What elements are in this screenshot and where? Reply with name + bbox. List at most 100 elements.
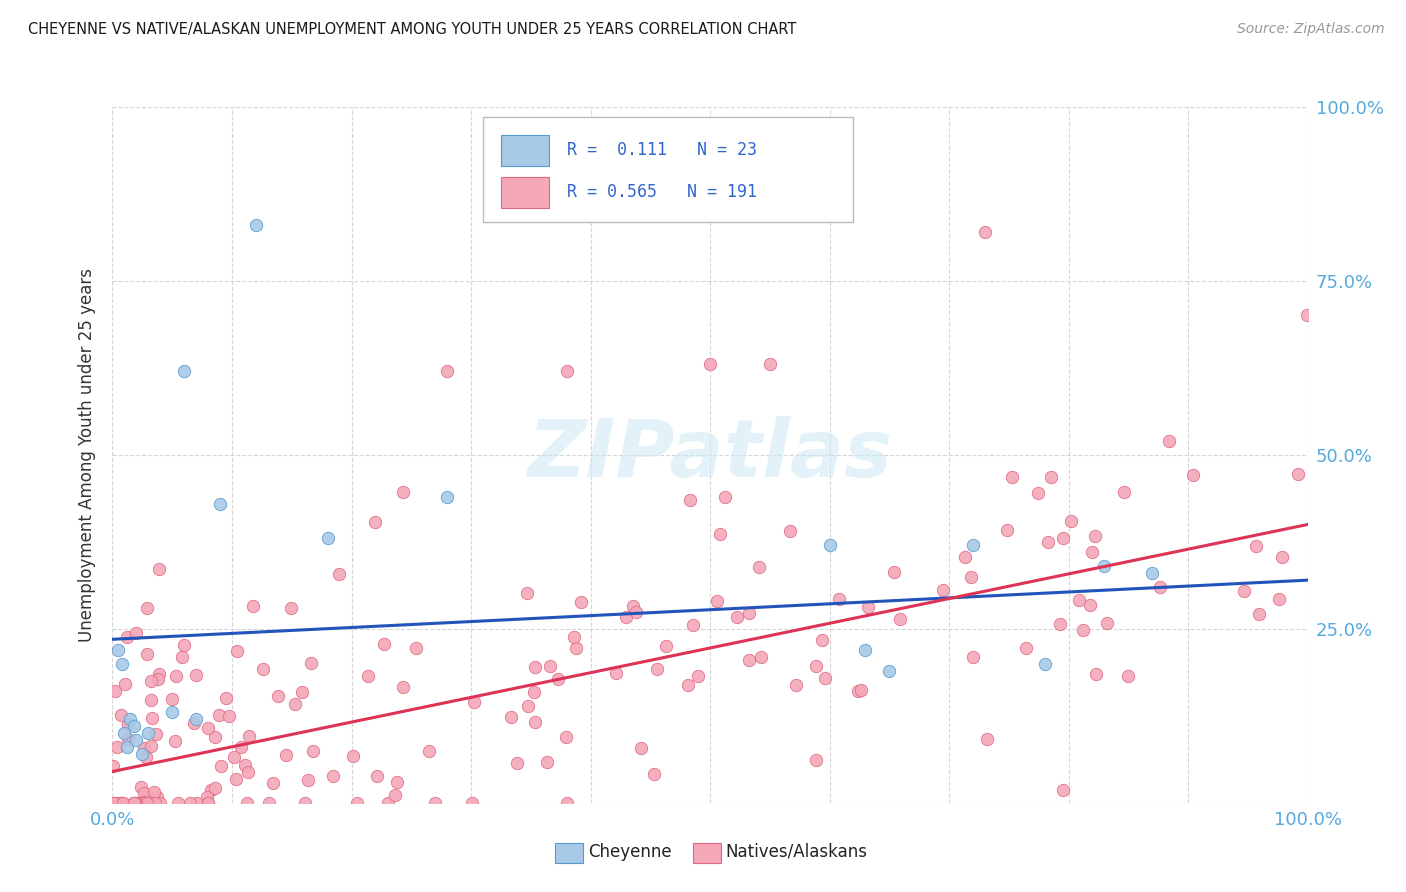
Point xyxy=(856,600,879,615)
Point xyxy=(499,710,522,724)
Point xyxy=(136,796,159,810)
Point xyxy=(377,796,399,810)
Point xyxy=(284,697,307,711)
Point xyxy=(806,658,828,673)
FancyBboxPatch shape xyxy=(484,118,853,222)
Point xyxy=(357,669,380,683)
Point xyxy=(236,796,259,810)
Point xyxy=(134,796,156,810)
Point xyxy=(124,796,146,810)
Point xyxy=(242,599,264,613)
Point xyxy=(136,789,159,804)
Point xyxy=(342,749,364,764)
Point xyxy=(101,759,124,773)
Point xyxy=(110,708,132,723)
Point xyxy=(107,796,129,810)
Point xyxy=(111,796,134,810)
Point xyxy=(131,747,153,761)
Point xyxy=(1097,616,1119,631)
Point xyxy=(1271,549,1294,564)
Point xyxy=(846,683,869,698)
Point xyxy=(124,796,146,810)
Point xyxy=(141,710,163,724)
Point xyxy=(115,630,138,644)
Point xyxy=(1118,668,1140,682)
Point xyxy=(883,566,905,580)
Point xyxy=(132,796,155,810)
Point xyxy=(136,796,159,810)
Point xyxy=(111,796,134,810)
Point xyxy=(208,497,231,511)
Point xyxy=(1015,640,1038,655)
Point xyxy=(953,550,976,565)
Point xyxy=(204,781,226,796)
Point xyxy=(215,691,238,706)
Point xyxy=(785,678,807,692)
Point xyxy=(709,527,731,541)
Point xyxy=(738,653,761,667)
Point xyxy=(124,796,146,810)
Point xyxy=(506,756,529,771)
Point xyxy=(1295,308,1317,322)
Point xyxy=(1049,616,1071,631)
Point xyxy=(236,765,259,780)
Point xyxy=(995,524,1018,538)
Text: R = 0.565   N = 191: R = 0.565 N = 191 xyxy=(567,183,756,201)
Point xyxy=(853,642,877,657)
Point xyxy=(616,610,638,624)
Point xyxy=(810,633,832,648)
Point xyxy=(105,739,128,754)
Point xyxy=(877,664,900,678)
Point xyxy=(114,676,136,690)
Point xyxy=(962,650,984,665)
Point xyxy=(605,665,627,680)
Point xyxy=(392,484,415,499)
Point xyxy=(103,796,125,810)
Point xyxy=(1085,666,1108,681)
Point xyxy=(322,769,344,783)
Point xyxy=(145,727,167,741)
Point xyxy=(555,730,578,744)
Point xyxy=(162,692,184,706)
Point xyxy=(135,749,157,764)
Point xyxy=(686,669,709,683)
Point xyxy=(679,492,702,507)
Point xyxy=(197,721,219,735)
Point xyxy=(125,796,148,810)
Point xyxy=(302,744,325,758)
Point xyxy=(128,796,150,810)
Point xyxy=(516,586,538,600)
Point xyxy=(110,796,132,810)
Point xyxy=(1067,593,1090,607)
Point xyxy=(1233,583,1256,598)
Point xyxy=(1149,580,1171,594)
Point xyxy=(699,358,721,372)
Point xyxy=(143,785,166,799)
Point xyxy=(676,678,699,692)
Point xyxy=(122,719,145,733)
Point xyxy=(621,599,644,614)
Point xyxy=(316,532,339,546)
Point xyxy=(139,693,162,707)
Point xyxy=(245,219,267,233)
Point xyxy=(148,672,170,686)
Point xyxy=(122,796,145,810)
Point xyxy=(706,593,728,607)
Point xyxy=(1140,566,1163,581)
Point xyxy=(186,796,208,810)
Point xyxy=(104,683,127,698)
Point xyxy=(1039,470,1062,484)
Point xyxy=(523,715,546,730)
Point xyxy=(127,796,149,810)
Point xyxy=(294,796,316,810)
Point xyxy=(569,595,592,609)
Point xyxy=(129,780,152,794)
Point xyxy=(197,796,219,810)
Point xyxy=(297,773,319,788)
Point xyxy=(889,612,911,626)
Point xyxy=(714,490,737,504)
Text: ZIPatlas: ZIPatlas xyxy=(527,416,893,494)
Point xyxy=(460,796,482,810)
Point xyxy=(1033,657,1056,671)
Point xyxy=(1286,467,1309,482)
